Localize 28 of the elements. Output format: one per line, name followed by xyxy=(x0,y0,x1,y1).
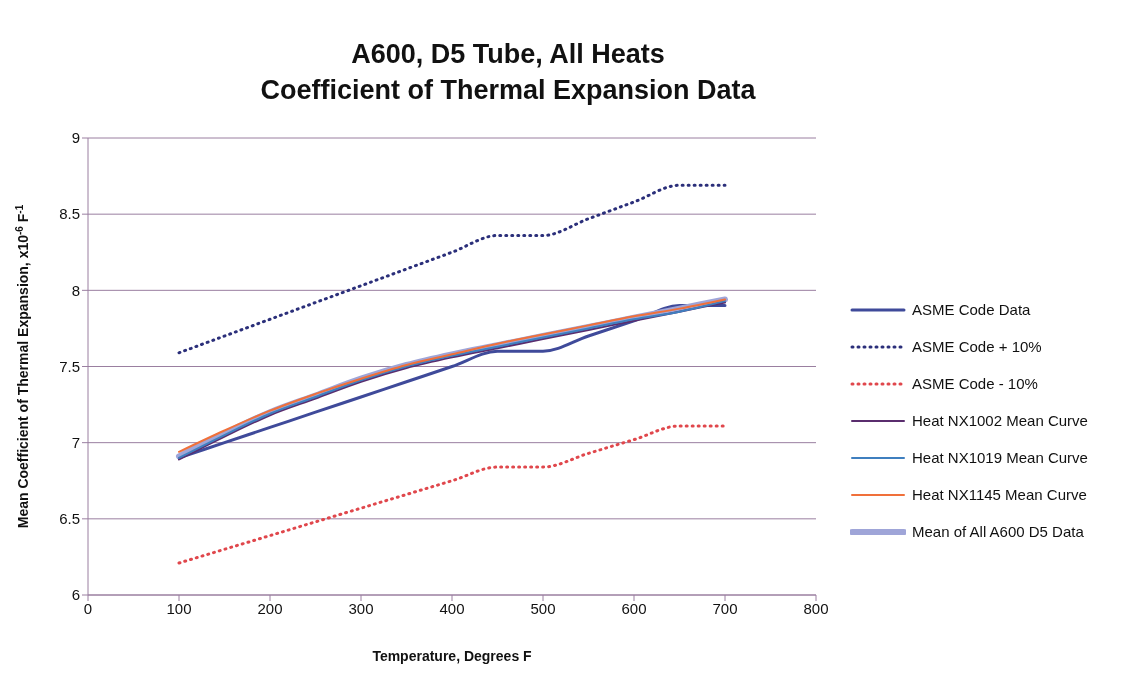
line-series xyxy=(177,183,727,355)
chart-subtitle: Coefficient of Thermal Expansion Data xyxy=(259,74,757,107)
x-tick-label: 400 xyxy=(439,599,465,617)
y-tick-label: 8 xyxy=(71,281,80,299)
legend-label: ASME Code - 10% xyxy=(912,375,1038,392)
x-tick-label: 0 xyxy=(83,599,93,617)
line-series xyxy=(177,424,727,565)
x-tick-label: 500 xyxy=(530,599,556,617)
x-axis-title: Temperature, Degrees F xyxy=(372,648,533,664)
legend-label: ASME Code Data xyxy=(912,301,1031,318)
x-tick-label: 300 xyxy=(348,599,374,617)
legend-label: Heat NX1145 Mean Curve xyxy=(912,486,1087,503)
y-tick-label: 7 xyxy=(71,433,80,451)
legend-label: Heat NX1019 Mean Curve xyxy=(912,449,1088,466)
chart-title: A600, D5 Tube, All Heats xyxy=(350,38,666,71)
y-tick-label: 7.5 xyxy=(59,357,80,375)
x-tick-label: 200 xyxy=(257,599,283,617)
y-tick-label: 6.5 xyxy=(59,510,80,528)
legend-label: Mean of All A600 D5 Data xyxy=(912,523,1084,540)
x-tick-label: 700 xyxy=(712,599,738,617)
y-tick-label: 6 xyxy=(71,586,80,604)
legend-label: Heat NX1002 Mean Curve xyxy=(912,412,1088,429)
x-tick-label: 800 xyxy=(803,599,829,617)
y-tick-label: 8.5 xyxy=(59,205,80,223)
y-tick-label: 9 xyxy=(71,129,80,147)
x-tick-label: 600 xyxy=(621,599,647,617)
x-tick-label: 100 xyxy=(166,599,192,617)
legend-label: ASME Code + 10% xyxy=(912,338,1042,355)
